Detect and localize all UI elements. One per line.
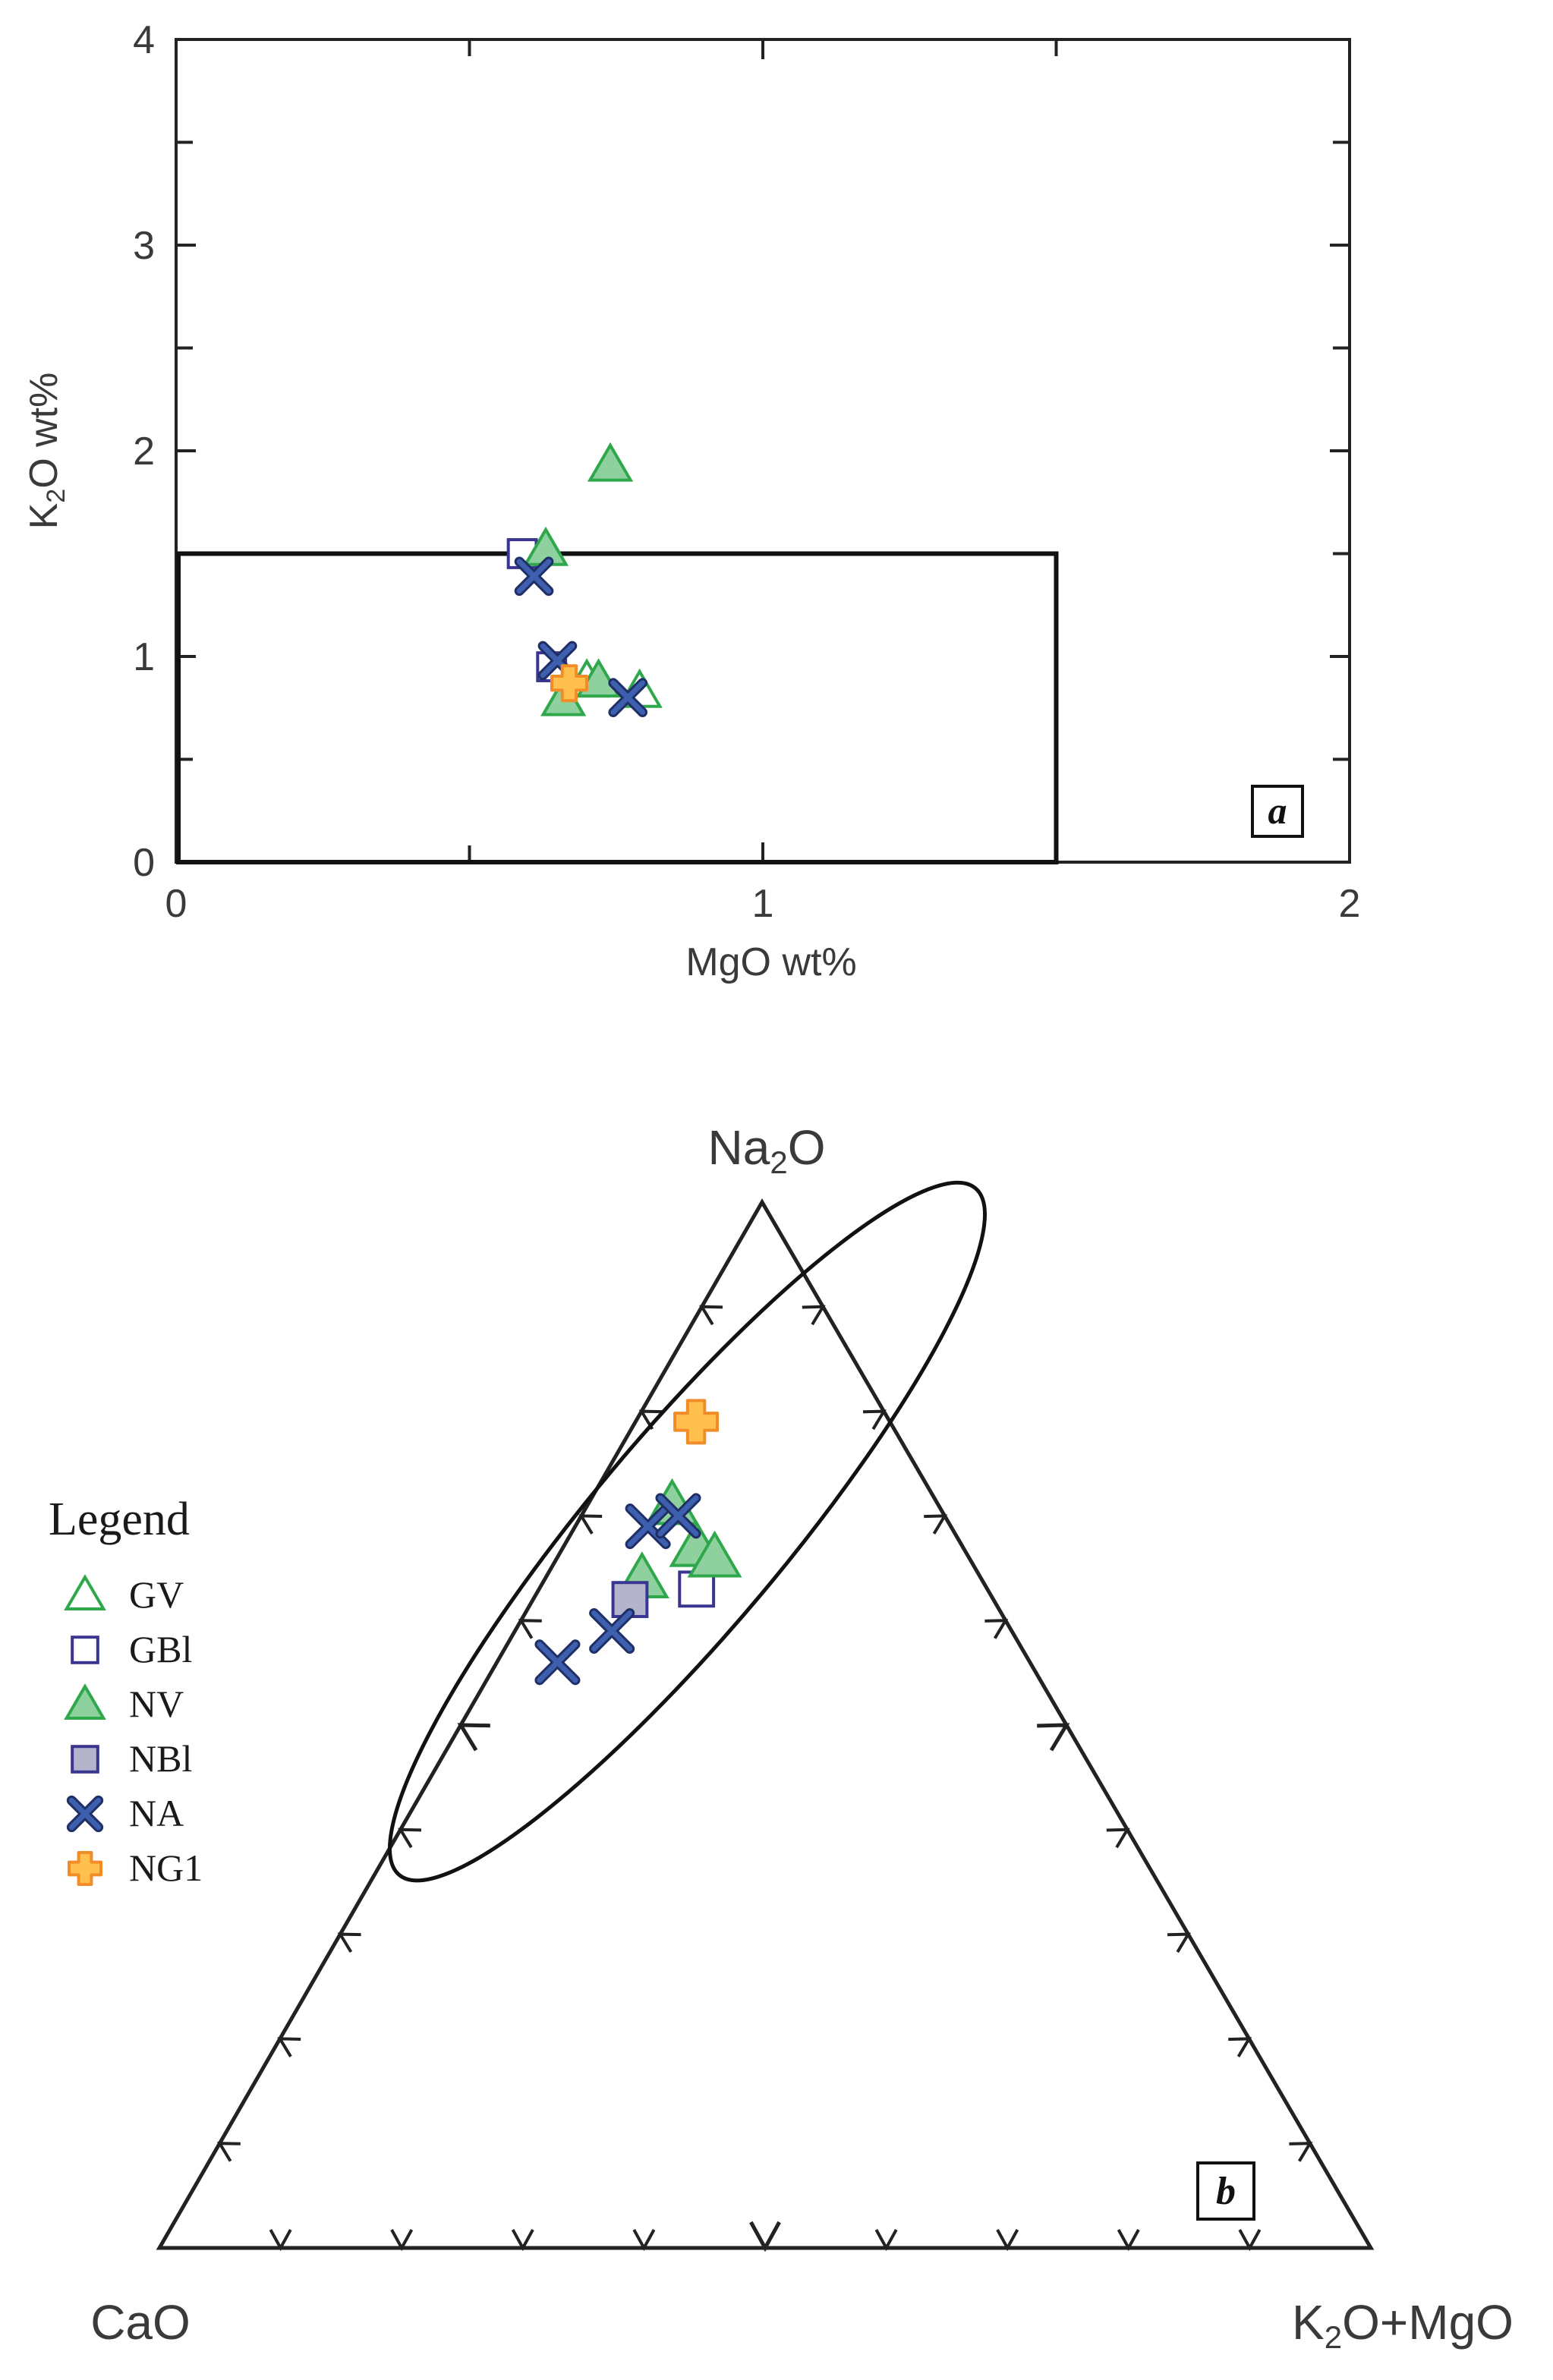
y-axis-label-sub: 2 [42,489,71,503]
ternary-tick-bottom-edge [269,2229,292,2252]
ternary-tick-bottom-edge [874,2229,898,2252]
ternary-tick-right-edge [984,1619,1009,1639]
legend: Legend GV GBl NV NBl NA NG1 [49,1494,203,1889]
ternary-triangle [156,1198,1375,2250]
y-tick-label: 3 [133,224,155,268]
ternary-ticks [216,1305,1313,2252]
apex-na2o-base: Na [708,1120,770,1175]
ternary-tick-bottom-edge [1238,2229,1262,2252]
ternary-tick-right-edge [862,1409,887,1431]
panel-a-label: a [1268,789,1287,832]
point-a-ng1 [550,664,588,703]
legend-marker-nv [64,1683,106,1720]
ternary-tick-right-edge [1228,2037,1252,2057]
ternary-tick-left-edge [216,2142,241,2162]
x-axis-label: MgO wt% [685,940,856,984]
legend-label: GV [129,1573,184,1616]
k2o-mgo-field-box [176,551,1059,864]
point-b-na [589,1607,635,1654]
legend-marker-gv [64,1574,106,1610]
ternary-tick-right-edge [1289,2142,1313,2162]
apex-na2o-sub: 2 [770,1144,787,1180]
ternary-tick-left-edge [518,1619,542,1639]
ternary-tick-left-edge [337,1932,361,1953]
y-tick-label: 2 [133,430,155,474]
legend-item-ng1: NG1 [68,1846,203,1889]
apex-cao-label: CaO [90,2295,191,2350]
ternary-tick-right-edge [1167,1932,1191,1953]
legend-item-na: NA [66,1792,184,1834]
y-tick-label: 4 [133,18,155,62]
legend-marker-na [66,1795,104,1833]
legend-label: NBl [129,1737,192,1780]
legend-label: GBl [129,1628,192,1670]
point-a-nv [575,658,622,698]
legend-title: Legend [49,1494,190,1545]
apex-k2o-mgo-sub: 2 [1325,2319,1342,2355]
point-b-na [625,1503,671,1550]
x-tick-label: 0 [165,882,187,926]
ternary-tick-left-edge [457,1723,490,1752]
legend-item-nbl: NBl [71,1737,192,1780]
apex-k2o-mgo-label: K2O+MgO [1292,2295,1514,2355]
ternary-tick-bottom-edge [511,2229,534,2252]
plot-a-data-points [506,442,663,718]
legend-label: NV [129,1683,184,1725]
legend-entries: GV GBl NV NBl NA NG1 [64,1573,203,1889]
plot-a-ticks [175,38,1351,864]
ternary-tick-left-edge [638,1409,663,1431]
legend-label: NG1 [129,1846,203,1889]
ternary-tick-left-edge [578,1514,603,1535]
y-tick-label: 0 [133,841,155,885]
legend-item-gv: GV [64,1573,184,1616]
ternary-data-points [534,1399,742,1686]
y-axis-label: K2O wt% [22,373,71,530]
ternary-tick-bottom-edge [749,2221,781,2252]
plot-a-frame [175,38,1351,864]
apex-k2o-mgo-base: K [1292,2295,1325,2350]
plot-a-tick-labels: 0 1 2 0 1 2 3 4 [133,18,1360,926]
point-b-nv [687,1530,742,1578]
point-a-nv [587,442,634,482]
ternary-tick-right-edge [924,1514,948,1535]
point-a-na [608,678,648,718]
panel-b-label: b [1216,2170,1236,2213]
legend-marker-ng1 [68,1851,102,1886]
ternary-tick-bottom-edge [632,2229,656,2252]
ternary-tick-left-edge [277,2037,301,2057]
x-tick-label: 2 [1339,882,1361,926]
x-tick-label: 1 [752,882,774,926]
panel-a-label-box: a [1251,785,1304,838]
ternary-tick-bottom-edge [996,2229,1019,2252]
point-b-ng1 [673,1399,720,1445]
ternary-tick-right-edge [1037,1723,1070,1752]
composition-field-ellipse [388,1180,987,1883]
ternary-chart-panel-b: Na2O CaO K2O+MgO b Legend GVGBlNVNBlNANG… [49,1120,1514,2355]
point-a-na [514,556,554,597]
legend-item-gbl: GBl [71,1628,192,1670]
point-b-na [534,1639,581,1686]
apex-k2o-mgo-rest: O+MgO [1342,2295,1514,2350]
point-b-na [655,1493,701,1539]
ternary-tick-left-edge [398,1828,422,1849]
legend-marker-gbl [71,1635,99,1664]
y-tick-label: 1 [133,635,155,679]
ternary-tick-bottom-edge [390,2229,414,2252]
ternary-tick-left-edge [699,1305,723,1326]
legend-item-nv: NV [64,1683,184,1725]
ternary-tick-right-edge [802,1305,826,1326]
y-axis-label-base: K [22,502,66,529]
ternary-tick-right-edge [1106,1828,1130,1849]
apex-na2o-label: Na2O [708,1120,826,1180]
panel-b-label-box: b [1196,2161,1255,2221]
legend-label: NA [129,1792,184,1834]
apex-na2o-rest: O [788,1120,826,1175]
ternary-tick-bottom-edge [1117,2229,1140,2252]
legend-marker-nbl [71,1745,99,1774]
y-axis-label-rest: O wt% [22,373,66,489]
